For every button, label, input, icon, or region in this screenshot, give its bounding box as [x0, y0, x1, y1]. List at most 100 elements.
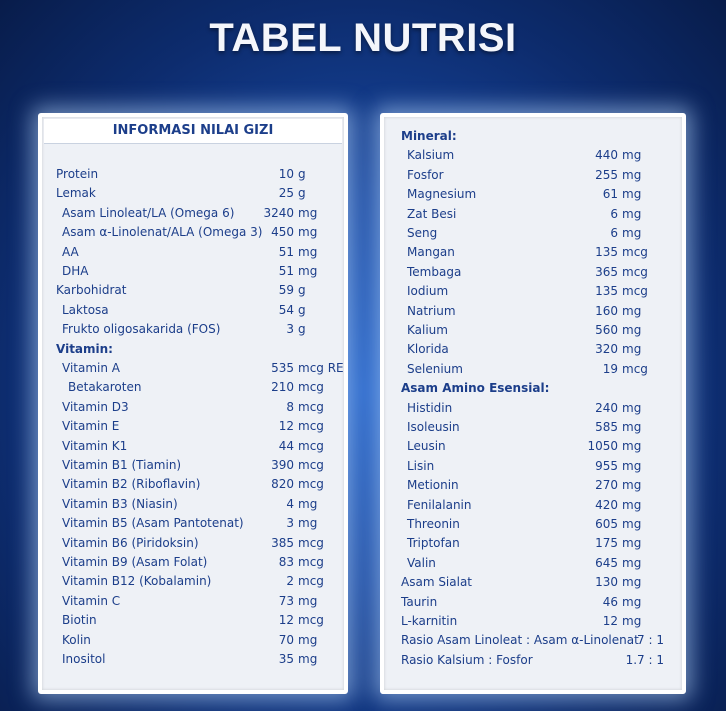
nutrient-unit: mg — [622, 555, 642, 570]
nutrient-unit: mg — [622, 167, 642, 182]
nutrient-row: Magnesium 61 mg — [384, 185, 682, 204]
nutrient-value: 135 — [595, 284, 618, 299]
nutrient-row: Vitamin B6 (Piridoksin) 385 mcg — [42, 534, 344, 553]
nutrient-unit: mg — [622, 187, 642, 202]
nutrient-value: 450 — [271, 225, 294, 240]
nutrient-row: Fenilalanin 420 mg — [384, 496, 682, 515]
nutrient-unit: mcg — [622, 361, 648, 376]
nutrient-row: Taurin 46 mg — [384, 593, 682, 612]
nutrient-label: Vitamin A — [62, 361, 120, 375]
nutrient-row: Vitamin B1 (Tiamin) 390 mcg — [42, 456, 344, 475]
nutrient-value: 535 — [271, 361, 294, 375]
nutrient-label: Biotin — [62, 613, 97, 628]
nutrient-label: Vitamin B2 (Riboflavin) — [62, 477, 201, 492]
nutrient-value: 6 — [610, 226, 618, 240]
nutrient-value: 70 — [278, 632, 294, 647]
nutrient-value: 6 — [610, 206, 618, 221]
nutrient-label: Histidin — [407, 400, 453, 415]
nutrient-label: Rasio Asam Linoleat : Asam α-Linolenat — [401, 633, 639, 648]
nutrition-info-header: INFORMASI NILAI GIZI — [44, 119, 342, 144]
nutrient-value: 385 — [271, 535, 294, 550]
nutrient-value: 35 — [278, 652, 294, 666]
nutrient-label: Karbohidrat — [56, 283, 127, 298]
nutrient-value: 8 — [286, 399, 294, 414]
nutrient-unit: mg — [622, 458, 642, 473]
nutrient-label: Vitamin B9 (Asam Folat) — [62, 555, 208, 569]
nutrient-row: Vitamin C 73 mg — [42, 592, 344, 611]
nutrient-label: Threonin — [407, 517, 460, 531]
nutrient-value: 3240 — [263, 205, 294, 220]
nutrient-unit: mg — [622, 303, 642, 318]
nutrient-row: Mangan 135 mcg — [384, 243, 682, 262]
nutrient-value: 12 — [602, 614, 618, 628]
nutrient-label: Kalsium — [407, 148, 455, 163]
nutrient-row: AA 51 mg — [42, 243, 344, 262]
nutrient-unit: g — [298, 167, 306, 181]
nutrient-unit: mg — [298, 244, 318, 259]
nutrient-value: 51 — [278, 264, 294, 278]
nutrient-label: Vitamin K1 — [62, 438, 128, 453]
nutrient-label: Vitamin B3 (Niasin) — [62, 496, 178, 511]
nutrient-value: 25 — [278, 186, 294, 201]
nutrient-value: 175 — [595, 536, 618, 551]
nutrient-row: Kalium 560 mg — [384, 321, 682, 340]
nutrient-label: Vitamin: — [56, 341, 113, 356]
nutrient-row: Betakaroten 210 mcg — [42, 378, 344, 397]
nutrient-value: 19 — [602, 361, 618, 376]
nutrient-value: 2 — [286, 574, 294, 589]
nutrient-unit: mcg — [622, 245, 648, 260]
nutrient-label: Betakaroten — [68, 380, 142, 395]
nutrient-value: 130 — [595, 575, 618, 590]
nutrient-label: Asam Linoleat/LA (Omega 6) — [62, 205, 235, 220]
nutrient-value: 240 — [595, 400, 618, 415]
nutrient-value: 605 — [595, 517, 618, 531]
nutrient-label: Taurin — [401, 594, 438, 609]
nutrient-label: Vitamin D3 — [62, 399, 129, 414]
nutrient-row: Vitamin B3 (Niasin) 4 mg — [42, 495, 344, 514]
nutrient-row: Triptofan 175 mg — [384, 534, 682, 553]
nutrient-unit: mg — [622, 517, 642, 531]
nutrient-label: Natrium — [407, 303, 456, 318]
nutrient-label: Isoleusin — [407, 420, 460, 434]
nutrient-unit: mcg — [622, 284, 648, 299]
nutrient-unit: mg — [298, 652, 318, 666]
nutrient-row: Asam α-Linolenat/ALA (Omega 3) 450 mg — [42, 223, 344, 242]
nutrient-unit: mcg — [622, 264, 648, 279]
nutrient-label: Frukto oligosakarida (FOS) — [62, 322, 221, 337]
nutrient-row: Isoleusin 585 mg — [384, 418, 682, 437]
nutrient-label: Leusin — [407, 439, 446, 454]
nutrient-label: Kalium — [407, 323, 448, 337]
nutrient-label: Lemak — [56, 186, 96, 201]
nutrient-label: Vitamin B1 (Tiamin) — [62, 458, 182, 472]
nutrient-unit: mg — [622, 342, 642, 357]
nutrient-unit: mg — [298, 225, 318, 240]
nutrient-value: 955 — [595, 458, 618, 473]
nutrient-label: Valin — [407, 555, 436, 570]
nutrient-row: DHA 51 mg — [42, 262, 344, 281]
nutrient-value: 420 — [595, 497, 618, 512]
nutrient-label: Lisin — [407, 458, 435, 473]
nutrient-row: Protein 10 g — [42, 165, 344, 184]
nutrient-value: 320 — [595, 342, 618, 357]
nutrient-value: 255 — [595, 167, 618, 182]
nutrient-value: 270 — [595, 478, 618, 493]
nutrient-row: Rasio Asam Linoleat : Asam α-Linolenat 7 … — [384, 631, 682, 650]
nutrient-value: 3 — [286, 516, 294, 531]
nutrient-value: 10 — [278, 167, 294, 181]
nutrient-row: Seng 6 mg — [384, 224, 682, 243]
nutrient-label: Mangan — [407, 245, 455, 260]
nutrient-label: Vitamin B12 (Kobalamin) — [62, 574, 212, 589]
nutrient-row: Asam Amino Esensial: — [384, 379, 682, 398]
nutrient-label: Magnesium — [407, 187, 477, 202]
nutrient-label: Asam α-Linolenat/ALA (Omega 3) — [62, 225, 263, 240]
nutrient-unit: mcg — [298, 613, 324, 628]
nutrient-row: Klorida 320 mg — [384, 340, 682, 359]
nutrient-row: Leusin 1050 mg — [384, 437, 682, 456]
nutrient-label: Triptofan — [407, 536, 460, 551]
nutrient-row: Kolin 70 mg — [42, 631, 344, 650]
nutrient-row: Threonin 605 mg — [384, 515, 682, 534]
nutrient-unit: mg — [298, 593, 318, 608]
nutrient-row: Mineral: — [384, 127, 682, 146]
nutrient-row: Vitamin B5 (Asam Pantotenat) 3 mg — [42, 514, 344, 533]
nutrient-label: Asam Amino Esensial: — [401, 381, 550, 396]
